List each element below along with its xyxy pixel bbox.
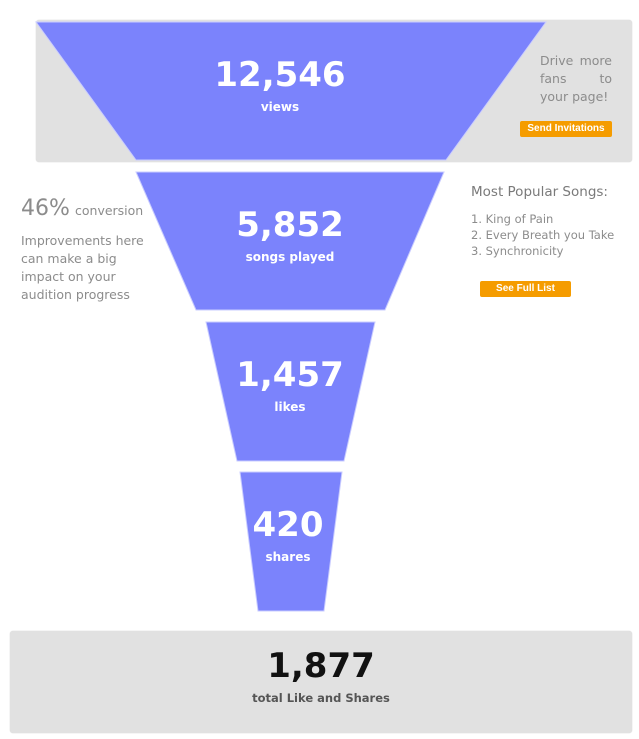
stage-views-value: 12,546 (214, 55, 346, 95)
total-panel (10, 631, 632, 733)
total-value: 1,877 (267, 646, 375, 686)
popular-songs-list: 1. King of Pain 2. Every Breath you Take… (471, 211, 614, 259)
stage-likes-label: likes (274, 400, 306, 414)
stage-views-label: views (260, 100, 300, 114)
popular-song-item: 2. Every Breath you Take (471, 228, 615, 242)
total-label: total Like and Shares (252, 691, 390, 705)
send-invitations-button[interactable]: Send Invitations (520, 121, 612, 137)
conversion-rate: 46% conversion (21, 196, 143, 221)
popular-songs-title: Most Popular Songs: (471, 184, 608, 200)
stage-shares-value: 420 (252, 505, 324, 545)
popular-song-item: 1. King of Pain (471, 212, 554, 226)
stage-likes: 1,457 likes (190, 358, 390, 414)
stage-songs-played-label: songs played (245, 250, 335, 264)
stage-songs-played: 5,852 songs played (190, 208, 390, 264)
stage-songs-played-value: 5,852 (236, 205, 344, 245)
stage-views: 12,546 views (180, 58, 380, 114)
conversion-note: Improvements here can make a big impact … (21, 233, 144, 302)
popular-song-item: 3. Synchronicity (471, 244, 564, 258)
conversion-word: conversion (75, 203, 144, 218)
stage-likes-value: 1,457 (236, 355, 344, 395)
see-full-list-button[interactable]: See Full List (480, 281, 571, 297)
drive-fans-text: Drive more fans to your page! (540, 53, 612, 104)
stage-shares: 420 shares (238, 508, 338, 564)
stage-shares-label: shares (265, 550, 311, 564)
conversion-percent: 46% (21, 196, 70, 221)
